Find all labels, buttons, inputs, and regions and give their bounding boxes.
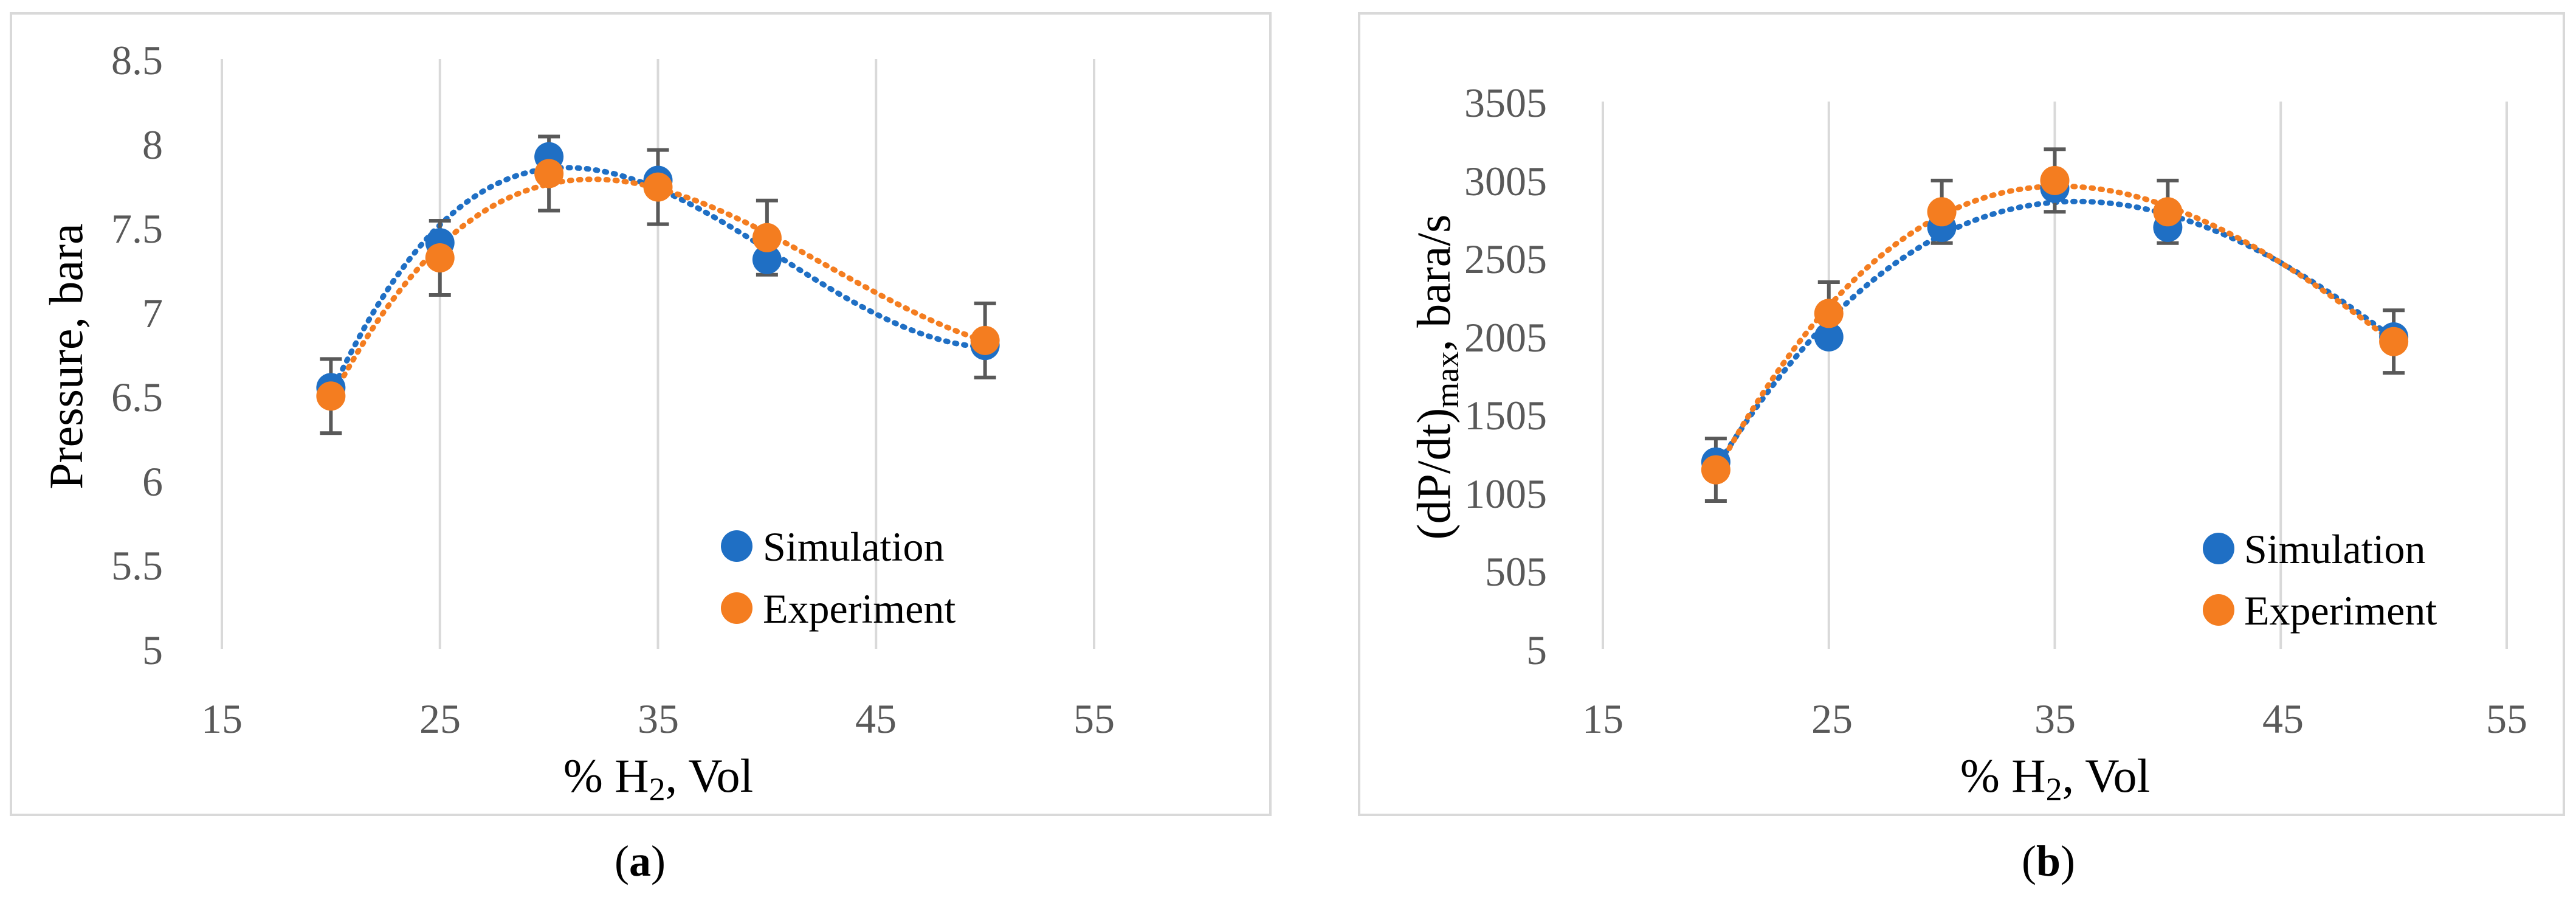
- panel-b-legend: Simulation Experiment: [2203, 526, 2437, 634]
- panel-a-x-axis-title-subscript: 2: [649, 771, 666, 808]
- data-point-simulation: [1814, 322, 1844, 351]
- panel-b-legend-simulation-marker: [2203, 533, 2234, 564]
- panel-b-x-axis-title-suffix: , Vol: [2062, 749, 2151, 802]
- panel-a-legend-simulation-label: Simulation: [763, 524, 944, 570]
- panel-b-x-axis-title-main: % H: [1960, 749, 2046, 802]
- panel-b-y-tick: 1505: [1464, 392, 1547, 438]
- panel-b-y-tick: 2505: [1464, 236, 1547, 282]
- panel-b-y-tick: 3005: [1464, 158, 1547, 204]
- panel-b-y-tick: 3505: [1464, 80, 1547, 126]
- data-point-experiment: [1927, 197, 1957, 227]
- panel-a-legend-experiment-label: Experiment: [763, 586, 956, 632]
- data-point-experiment: [2379, 327, 2409, 356]
- panel-b-y-axis-title-main: (dP/dt): [1407, 408, 1460, 540]
- panel-a-legend-experiment-marker: [721, 592, 752, 624]
- panel-b-y-tick: 505: [1485, 549, 1547, 595]
- panel-a-legend: Simulation Experiment: [721, 524, 956, 632]
- panel-a-y-tick: 5.5: [111, 542, 163, 589]
- data-point-experiment: [970, 325, 1000, 355]
- panel-b-frame: [1358, 12, 2565, 816]
- panel-b-x-tick: 55: [2486, 696, 2527, 742]
- panel-b-y-tick-labels: 5 505 1005 1505 2005 2505 3005 3505: [1464, 80, 1547, 673]
- panel-a-x-tick: 35: [638, 696, 679, 742]
- panel-a-x-axis-title: % H2, Vol: [563, 749, 753, 808]
- data-point-simulation: [752, 244, 782, 274]
- panel-b-points: [1701, 165, 2409, 485]
- data-point-experiment: [643, 172, 673, 202]
- panel-b-y-axis-title-suffix: , bara/s: [1407, 215, 1460, 351]
- data-point-experiment: [2040, 165, 2070, 195]
- panel-a-y-tick-labels: 5 5.5 6 6.5 7 7.5 8 8.5: [111, 37, 163, 673]
- panel-b-y-tick: 1005: [1464, 471, 1547, 517]
- panel-b-legend-experiment-marker: [2203, 594, 2234, 626]
- data-point-experiment: [316, 381, 346, 411]
- panel-b-x-tick: 35: [2034, 696, 2076, 742]
- panel-a-frame: [10, 12, 1272, 816]
- panel-b-x-tick-labels: 15 25 35 45 55: [1582, 696, 2527, 742]
- panel-a-x-tick: 25: [419, 696, 461, 742]
- data-point-experiment: [534, 159, 564, 189]
- panel-b-legend-experiment-label: Experiment: [2244, 587, 2437, 634]
- data-point-experiment: [2153, 197, 2183, 227]
- panel-b-caption-letter: b: [2036, 837, 2061, 885]
- panel-a-y-tick: 6: [142, 459, 163, 505]
- panel-a-y-tick: 6.5: [111, 374, 163, 420]
- panel-b-rate-chart: 5 505 1005 1505 2005 2505 3005 3505 15 2…: [1358, 12, 2565, 816]
- panel-a-y-tick: 8.5: [111, 37, 163, 83]
- data-point-experiment: [752, 223, 782, 252]
- panel-a-x-tick: 55: [1073, 696, 1115, 742]
- panel-b-caption: (b): [2022, 837, 2075, 885]
- panel-a-x-tick: 15: [201, 696, 243, 742]
- panel-b-x-tick: 25: [1811, 696, 1853, 742]
- panel-a-caption: (a): [615, 837, 666, 885]
- panel-b-y-axis-title: (dP/dt)max, bara/s: [1407, 215, 1465, 540]
- panel-b-y-tick: 2005: [1464, 314, 1547, 361]
- panel-b-legend-simulation-label: Simulation: [2244, 526, 2425, 572]
- panel-a-y-axis-title: Pressure, bara: [40, 223, 92, 490]
- panel-a-y-tick: 5: [142, 627, 163, 673]
- panel-b-x-tick: 45: [2262, 696, 2304, 742]
- panel-a-pressure-chart: 5 5.5 6 6.5 7 7.5 8 8.5 15 25 35 45 55 P…: [10, 12, 1272, 816]
- panel-a-x-tick: 45: [855, 696, 897, 742]
- panel-b-y-tick: 5: [1526, 627, 1547, 673]
- panel-a-y-tick: 8: [142, 122, 163, 168]
- data-point-experiment: [1701, 455, 1731, 485]
- panel-a-x-axis-title-suffix: , Vol: [666, 749, 754, 802]
- panel-a-points: [316, 142, 1000, 411]
- panel-b-y-axis-title-subscript: max: [1429, 351, 1465, 408]
- data-point-experiment: [425, 243, 455, 273]
- panel-a-x-axis-title-main: % H: [563, 749, 649, 802]
- panel-a-caption-letter: a: [629, 837, 651, 885]
- panel-a-y-tick: 7.5: [111, 206, 163, 252]
- data-point-experiment: [1814, 299, 1844, 328]
- panel-b-x-tick: 15: [1582, 696, 1624, 742]
- panel-a-x-tick-labels: 15 25 35 45 55: [201, 696, 1115, 742]
- panel-a-y-tick: 7: [142, 290, 163, 336]
- panel-b-x-axis-title: % H2, Vol: [1960, 749, 2150, 808]
- panel-a-legend-simulation-marker: [721, 530, 752, 562]
- panel-b-x-axis-title-subscript: 2: [2046, 771, 2062, 808]
